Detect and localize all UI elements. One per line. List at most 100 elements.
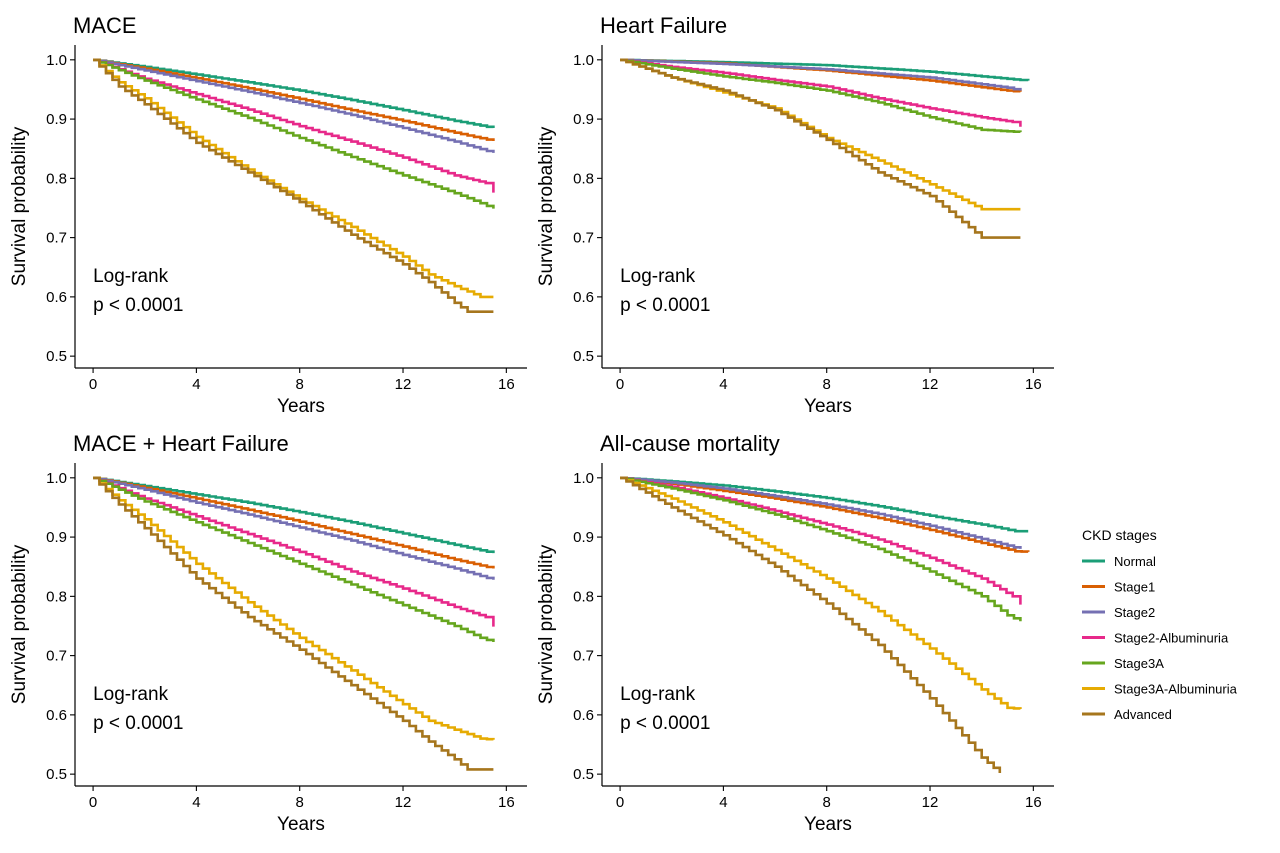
legend-label-stage2alb: Stage2-Albuminuria [1114, 631, 1229, 646]
legend-label-advanced: Advanced [1114, 707, 1172, 722]
y-tick-label: 0.8 [573, 170, 594, 187]
panel-all-cause-mortality: All-cause mortality 0.5 0.6 0.7 0.8 0.9 1.0 0 4 8… [536, 431, 1054, 835]
p-value-label: p < 0.0001 [620, 295, 710, 316]
x-tick-label: 8 [823, 794, 831, 811]
curve-stage2 [620, 476, 1022, 549]
y-tick-label: 0.7 [573, 230, 594, 247]
y-tick-label: 0.9 [573, 111, 594, 128]
y-tick-label: 0.5 [573, 348, 594, 365]
x-tick-label: 4 [719, 376, 727, 393]
panel-title: MACE [73, 13, 137, 38]
x-tick-label: 12 [395, 794, 412, 811]
legend-title: CKD stages [1082, 527, 1157, 543]
y-tick-label: 1.0 [46, 52, 67, 69]
curve-stage3aalb [93, 476, 495, 741]
y-tick-label: 0.8 [46, 588, 67, 605]
curve-stage2alb [93, 476, 495, 627]
x-tick-label: 0 [616, 376, 624, 393]
y-tick-label: 0.6 [46, 289, 67, 306]
y-tick-label: 0.6 [573, 707, 594, 724]
ckd-stages-legend: CKD stages Normal Stage1 Stage2 Stage2-Album… [1082, 527, 1238, 722]
p-value-label: p < 0.0001 [620, 713, 710, 734]
curve-advanced [93, 58, 494, 313]
y-axis-title: Survival probability [9, 126, 30, 286]
curve-stage3a [93, 476, 495, 642]
curve-normal [93, 58, 495, 129]
panel-mace: MACE 0.5 0.6 0.7 0.8 0.9 1.0 0 4 8 12 16 Years Surviv… [9, 13, 527, 417]
p-value-label: p < 0.0001 [93, 295, 183, 316]
panel-heart-failure: Heart Failure 0.5 0.6 0.7 0.8 0.9 1.0 0 4 8 12 16 Ye… [536, 13, 1054, 417]
panel-title: MACE + Heart Failure [73, 431, 289, 456]
x-tick-label: 4 [719, 794, 727, 811]
curve-stage3aalb [620, 476, 1022, 710]
x-tick-label: 16 [498, 376, 515, 393]
y-tick-label: 0.8 [573, 588, 594, 605]
x-tick-label: 8 [823, 376, 831, 393]
logrank-label: Log-rank [620, 684, 695, 705]
curve-stage2alb [620, 476, 1022, 605]
curve-normal [93, 476, 495, 554]
y-tick-label: 0.7 [46, 230, 67, 247]
y-tick-label: 1.0 [573, 470, 594, 487]
x-tick-label: 0 [89, 376, 97, 393]
panel-title: Heart Failure [600, 13, 727, 38]
legend-label-normal: Normal [1114, 554, 1156, 569]
curve-stage2alb [93, 58, 495, 193]
y-tick-label: 0.5 [46, 348, 67, 365]
y-tick-label: 0.5 [46, 766, 67, 783]
y-tick-label: 0.5 [573, 766, 594, 783]
curve-normal [620, 476, 1029, 533]
curve-stage2alb [620, 58, 1022, 127]
x-axis-title: Years [277, 396, 325, 417]
x-tick-label: 4 [192, 376, 200, 393]
logrank-label: Log-rank [93, 266, 168, 287]
curve-advanced [620, 58, 1021, 239]
legend-label-stage2: Stage2 [1114, 605, 1155, 620]
x-axis-title: Years [277, 814, 325, 835]
logrank-label: Log-rank [93, 684, 168, 705]
x-tick-label: 0 [616, 794, 624, 811]
x-tick-label: 0 [89, 794, 97, 811]
curve-stage3a [620, 476, 1022, 622]
panels-container: MACE 0.5 0.6 0.7 0.8 0.9 1.0 0 4 8 12 16 Years Surviv… [9, 13, 1054, 835]
curve-stage3aalb [93, 58, 494, 299]
y-tick-label: 1.0 [46, 470, 67, 487]
y-tick-label: 0.6 [46, 707, 67, 724]
x-tick-label: 8 [296, 376, 304, 393]
y-tick-label: 0.9 [46, 111, 67, 128]
x-tick-label: 16 [498, 794, 515, 811]
y-tick-label: 0.9 [46, 529, 67, 546]
curve-stage2 [93, 476, 495, 580]
y-axis-title: Survival probability [536, 126, 557, 286]
curve-stage1 [93, 58, 495, 141]
x-tick-label: 4 [192, 794, 200, 811]
x-tick-label: 16 [1025, 794, 1042, 811]
y-axis-title: Survival probability [536, 544, 557, 704]
curve-stage3a [620, 58, 1022, 133]
y-tick-label: 0.9 [573, 529, 594, 546]
panel-title: All-cause mortality [600, 431, 780, 456]
curve-stage3a [93, 58, 495, 209]
logrank-label: Log-rank [620, 266, 695, 287]
y-tick-label: 0.7 [573, 648, 594, 665]
y-tick-label: 0.7 [46, 648, 67, 665]
panel-mace-heart-failure: MACE + Heart Failure 0.5 0.6 0.7 0.8 0.9 1.0 0 4… [9, 431, 527, 835]
legend-label-stage3a: Stage3A [1114, 656, 1164, 671]
x-tick-label: 8 [296, 794, 304, 811]
y-axis-title: Survival probability [9, 544, 30, 704]
x-axis-title: Years [804, 396, 852, 417]
legend-label-stage1: Stage1 [1114, 580, 1155, 595]
y-tick-label: 1.0 [573, 52, 594, 69]
x-tick-label: 12 [922, 376, 939, 393]
y-tick-label: 0.8 [46, 170, 67, 187]
y-tick-label: 0.6 [573, 289, 594, 306]
curve-advanced [620, 476, 1002, 773]
legend-label-stage3aalb: Stage3A-Albuminuria [1114, 682, 1238, 697]
curve-advanced [93, 476, 494, 771]
curve-stage2 [93, 58, 495, 153]
p-value-label: p < 0.0001 [93, 713, 183, 734]
x-tick-label: 12 [922, 794, 939, 811]
x-tick-label: 16 [1025, 376, 1042, 393]
x-axis-title: Years [804, 814, 852, 835]
x-tick-label: 12 [395, 376, 412, 393]
